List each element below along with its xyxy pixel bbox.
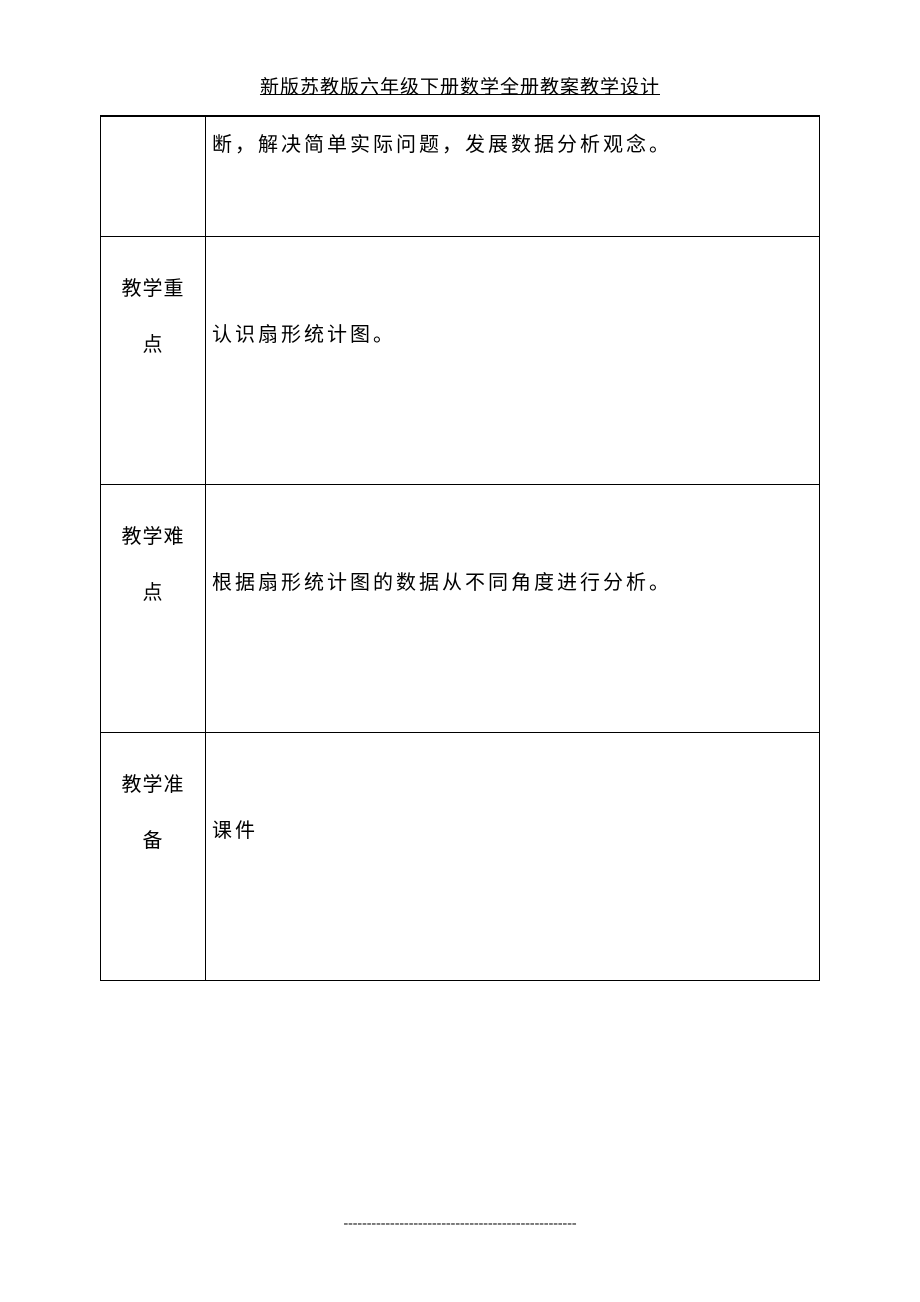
- row1-label-line1: 教学重: [107, 261, 199, 317]
- page-container: 新版苏教版六年级下册数学全册教案教学设计 断，解决简单实际问题，发展数据分析观念…: [0, 0, 920, 1302]
- row3-label-line1: 教学准: [107, 757, 199, 813]
- row2-label-line1: 教学难: [107, 509, 199, 565]
- lesson-plan-table: 断，解决简单实际问题，发展数据分析观念。 教学重 点 认识扇形统计图。 教学难 …: [100, 116, 820, 981]
- row2-label-cell: 教学难 点: [101, 485, 206, 733]
- row3-label-cell: 教学准 备: [101, 733, 206, 981]
- page-footer-separator: ----------------------------------------…: [0, 1216, 920, 1232]
- row3-label-line2: 备: [107, 813, 199, 869]
- table-row: 断，解决简单实际问题，发展数据分析观念。: [101, 117, 820, 237]
- row2-label-line2: 点: [107, 565, 199, 621]
- table-row: 教学准 备 课件: [101, 733, 820, 981]
- row0-label-cell: [101, 117, 206, 237]
- row0-content-cell: 断，解决简单实际问题，发展数据分析观念。: [206, 117, 820, 237]
- row1-label-cell: 教学重 点: [101, 237, 206, 485]
- table-row: 教学难 点 根据扇形统计图的数据从不同角度进行分析。: [101, 485, 820, 733]
- page-header-title: 新版苏教版六年级下册数学全册教案教学设计: [100, 72, 820, 99]
- row3-content-cell: 课件: [206, 733, 820, 981]
- table-row: 教学重 点 认识扇形统计图。: [101, 237, 820, 485]
- row2-content-cell: 根据扇形统计图的数据从不同角度进行分析。: [206, 485, 820, 733]
- row1-label-line2: 点: [107, 317, 199, 373]
- row1-content-cell: 认识扇形统计图。: [206, 237, 820, 485]
